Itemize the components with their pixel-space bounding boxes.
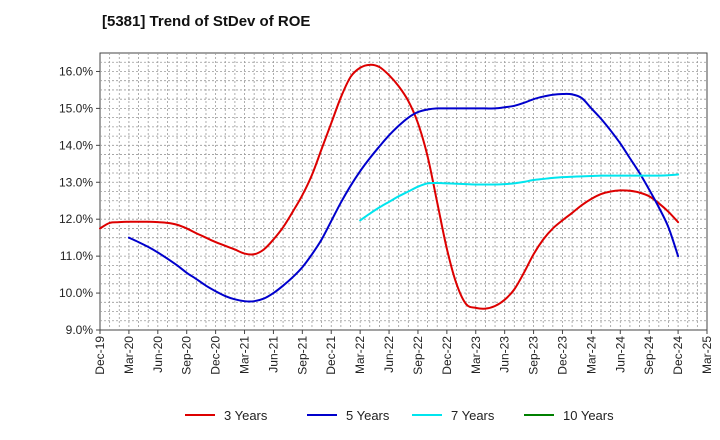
x-tick-label: Dec-23 [555, 336, 569, 375]
x-tick-label: Mar-23 [469, 336, 483, 374]
x-tick-label: Dec-19 [93, 336, 107, 375]
y-tick-label: 16.0% [59, 64, 93, 78]
x-tick-label: Sep-20 [180, 336, 194, 375]
legend: 3 Years 5 Years 7 Years 10 Years [185, 408, 614, 423]
series-line-7-years [359, 173, 680, 222]
grid-lines [100, 53, 707, 330]
y-tick-label: 13.0% [59, 175, 93, 189]
x-tick-label: Jun-23 [498, 336, 512, 373]
x-tick-label: Jun-22 [382, 336, 396, 373]
series-lines [99, 63, 680, 310]
legend-label: 10 Years [563, 408, 614, 423]
x-tick-label: Mar-21 [238, 336, 252, 374]
x-axis-ticks: Dec-19 Mar-20 Jun-20 Sep-20 Dec-20 Mar-21 Jun-… [93, 330, 714, 375]
y-tick-label: 15.0% [59, 101, 93, 115]
x-tick-label: Sep-22 [411, 336, 425, 375]
x-tick-label: Dec-20 [209, 336, 223, 375]
x-tick-label: Mar-25 [700, 336, 714, 374]
x-tick-label: Sep-23 [527, 336, 541, 375]
series-line-5-years [127, 92, 680, 303]
x-tick-label: Jun-20 [151, 336, 165, 373]
y-tick-label: 12.0% [59, 212, 93, 226]
y-tick-label: 10.0% [59, 286, 93, 300]
y-tick-label: 11.0% [60, 249, 93, 263]
y-tick-label: 9.0% [66, 323, 94, 337]
x-tick-label: Dec-21 [324, 336, 338, 375]
x-tick-label: Mar-20 [122, 336, 136, 374]
x-tick-label: Sep-21 [295, 336, 309, 375]
x-tick-label: Dec-24 [671, 336, 685, 375]
legend-label: 5 Years [346, 408, 390, 423]
x-tick-label: Mar-22 [353, 336, 367, 374]
series-line-3-years [99, 63, 680, 310]
y-axis-ticks: 9.0% 10.0% 11.0% 12.0% 13.0% 14.0% 15.0% 16.0% [59, 64, 100, 337]
y-tick-label: 14.0% [59, 138, 93, 152]
x-tick-label: Sep-24 [642, 336, 656, 375]
legend-label: 7 Years [451, 408, 495, 423]
x-tick-label: Mar-24 [584, 336, 598, 374]
chart-title: [5381] Trend of StDev of ROE [102, 13, 311, 30]
legend-label: 3 Years [224, 408, 268, 423]
x-tick-label: Jun-24 [613, 336, 627, 373]
x-tick-label: Dec-22 [440, 336, 454, 375]
x-tick-label: Jun-21 [266, 336, 280, 373]
